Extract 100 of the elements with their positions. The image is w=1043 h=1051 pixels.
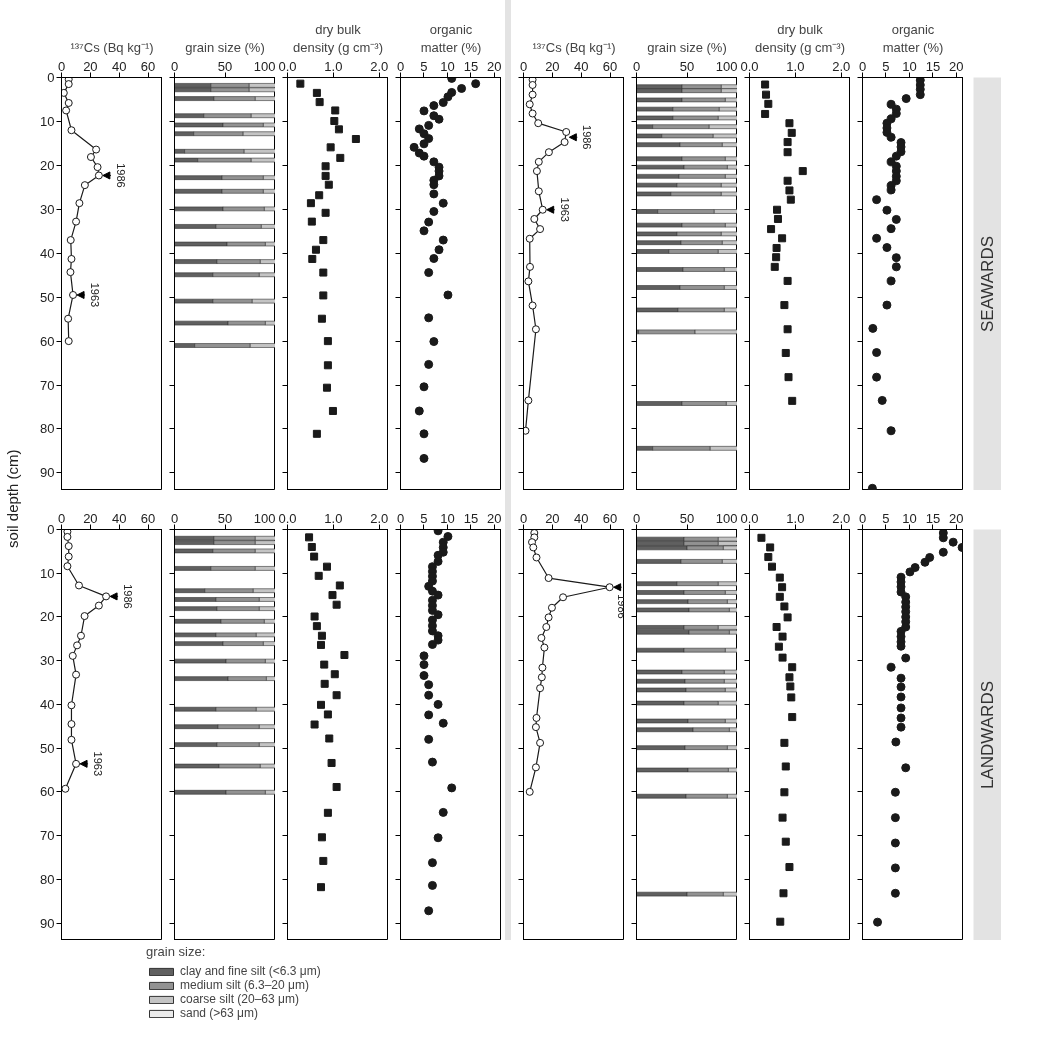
legend-title: grain size: — [146, 944, 207, 959]
x-tick-label: 15 — [925, 510, 941, 526]
y-tick-label: 40 — [40, 696, 55, 712]
x-tick-label: 5 — [420, 510, 428, 526]
x-tick-label: 1.0 — [324, 58, 343, 74]
y-tick-label: 80 — [40, 871, 55, 887]
x-tick-label: 100 — [253, 510, 276, 526]
y-tick-label: 70 — [40, 828, 55, 844]
y-tick-label: 20 — [40, 157, 55, 173]
legend-label: sand (>63 μm) — [180, 1006, 258, 1020]
annotation: 1986 — [122, 584, 135, 609]
x-tick-label: 10 — [902, 510, 917, 526]
annotation: 1963 — [92, 751, 105, 777]
y-tick-label: 20 — [40, 609, 55, 625]
x-tick-label: 10 — [440, 58, 455, 74]
x-axis-title: grain size (%) — [185, 39, 265, 55]
x-axis-title: organic matter (%) — [420, 21, 482, 55]
y-tick-label: 90 — [40, 915, 55, 931]
x-tick-label: 100 — [715, 510, 738, 526]
x-tick-label: 0 — [632, 58, 641, 74]
x-tick-label: 0.0 — [740, 58, 759, 74]
x-tick-label: 2.0 — [370, 510, 389, 526]
y-tick-label: 0 — [47, 70, 55, 85]
x-tick-label: 0 — [519, 510, 528, 526]
x-tick-label: 0 — [396, 58, 405, 74]
y-tick-label: 70 — [40, 377, 55, 393]
x-tick-label: 0 — [57, 58, 66, 74]
legend-label: medium silt (6.3–20 μm) — [180, 978, 309, 992]
x-tick-label: 60 — [602, 510, 618, 526]
y-tick-label: 0 — [47, 522, 55, 537]
legend-label: clay and fine silt (<6.3 μm) — [180, 964, 321, 978]
x-axis-title: organic matter (%) — [882, 21, 944, 55]
y-axis-title: soil depth (cm) — [4, 449, 22, 548]
y-tick-label: 90 — [40, 465, 55, 481]
x-tick-label: 20 — [487, 58, 502, 74]
y-tick-label: 30 — [40, 201, 55, 217]
x-tick-label: 0 — [170, 510, 179, 526]
x-tick-label: 10 — [440, 510, 455, 526]
y-tick-label: 80 — [40, 421, 55, 437]
x-tick-label: 40 — [573, 510, 589, 526]
x-tick-label: 60 — [602, 58, 618, 74]
y-tick-label: 50 — [40, 740, 55, 756]
x-axis-title: ¹³⁷Cs (Bq kg⁻¹) — [532, 39, 616, 55]
x-axis-title: ¹³⁷Cs (Bq kg⁻¹) — [70, 39, 154, 55]
y-tick-label: 60 — [40, 784, 55, 800]
x-tick-label: 0 — [57, 510, 66, 526]
x-tick-label: 100 — [253, 58, 276, 74]
x-tick-label: 0 — [519, 58, 528, 74]
x-tick-label: 15 — [463, 510, 479, 526]
y-tick-label: 10 — [40, 113, 55, 129]
x-tick-label: 2.0 — [832, 510, 851, 526]
x-tick-label: 20 — [949, 510, 964, 526]
x-tick-label: 50 — [679, 58, 695, 74]
annotation: 1986 — [114, 163, 127, 188]
x-tick-label: 0 — [858, 58, 867, 74]
x-tick-label: 40 — [111, 510, 127, 526]
x-tick-label: 15 — [463, 58, 479, 74]
x-axis-title: dry bulk density (g cm⁻³) — [755, 21, 845, 55]
y-tick-label: 40 — [40, 245, 55, 261]
x-tick-label: 20 — [83, 510, 98, 526]
x-tick-label: 60 — [140, 510, 156, 526]
x-tick-label: 0.0 — [740, 510, 759, 526]
x-tick-label: 5 — [882, 510, 890, 526]
text: SEAWARDS — [978, 235, 997, 333]
x-tick-label: 10 — [902, 58, 917, 74]
x-axis-title: dry bulk density (g cm⁻³) — [293, 21, 383, 55]
x-tick-label: 0 — [858, 510, 867, 526]
annotation: 1963 — [89, 282, 102, 308]
x-tick-label: 20 — [83, 58, 98, 74]
x-tick-label: 40 — [573, 58, 589, 74]
legend-label: coarse silt (20–63 μm) — [180, 992, 299, 1006]
x-tick-label: 0 — [396, 510, 405, 526]
annotation: 1986 — [581, 125, 594, 150]
x-tick-label: 0 — [170, 58, 179, 74]
x-tick-label: 5 — [420, 58, 428, 74]
x-tick-label: 20 — [487, 510, 502, 526]
x-tick-label: 1.0 — [324, 510, 343, 526]
y-tick-label: 30 — [40, 653, 55, 669]
annotation: 1963 — [558, 197, 571, 222]
x-tick-label: 50 — [679, 510, 695, 526]
x-tick-label: 1.0 — [786, 510, 805, 526]
x-tick-label: 100 — [715, 58, 738, 74]
y-tick-label: 10 — [40, 565, 55, 581]
x-tick-label: 60 — [140, 58, 156, 74]
x-tick-label: 50 — [217, 58, 233, 74]
x-tick-label: 0 — [632, 510, 641, 526]
y-tick-label: 60 — [40, 333, 55, 349]
x-tick-label: 5 — [882, 58, 890, 74]
text: LANDWARDS — [978, 681, 997, 789]
x-tick-label: 20 — [949, 58, 964, 74]
x-tick-label: 2.0 — [832, 58, 851, 74]
x-tick-label: 2.0 — [370, 58, 389, 74]
x-tick-label: 15 — [925, 58, 941, 74]
x-tick-label: 40 — [111, 58, 127, 74]
x-tick-label: 20 — [545, 510, 560, 526]
x-axis-title: grain size (%) — [647, 39, 727, 55]
x-tick-label: 50 — [217, 510, 233, 526]
x-tick-label: 0.0 — [278, 58, 297, 74]
x-tick-label: 0.0 — [278, 510, 297, 526]
y-tick-label: 50 — [40, 289, 55, 305]
